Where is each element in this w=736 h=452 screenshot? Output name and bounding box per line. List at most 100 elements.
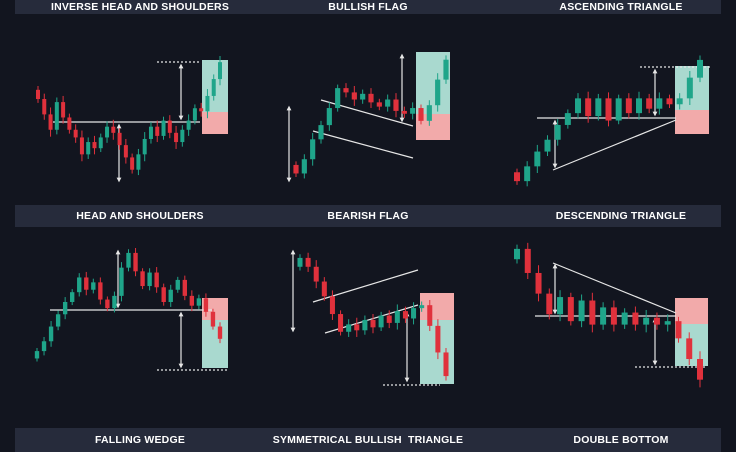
candle-body xyxy=(410,108,416,114)
candle xyxy=(105,121,110,143)
candle-body xyxy=(632,312,639,325)
candle xyxy=(305,252,311,272)
candle-body xyxy=(175,279,180,290)
candle-body xyxy=(385,99,391,107)
candle-body xyxy=(329,296,335,315)
candle xyxy=(55,310,61,331)
candle xyxy=(435,319,441,360)
candle xyxy=(112,291,117,313)
candle-body xyxy=(435,325,441,353)
candle-body xyxy=(161,287,166,302)
candle xyxy=(610,300,617,332)
candle xyxy=(73,124,78,143)
candle xyxy=(98,277,103,305)
candle xyxy=(98,133,103,153)
candle xyxy=(62,297,68,320)
candle xyxy=(161,283,166,306)
candle-body xyxy=(182,279,187,296)
candle-body xyxy=(610,307,617,325)
candle-body xyxy=(140,271,145,287)
candle-body xyxy=(189,295,195,306)
candle xyxy=(36,85,40,103)
candle xyxy=(595,93,602,121)
candle xyxy=(697,351,703,388)
candle-body xyxy=(435,79,441,106)
candle xyxy=(148,122,153,144)
stop-zone xyxy=(675,110,709,134)
candle-body xyxy=(636,98,642,114)
candle-body xyxy=(196,298,202,306)
candle xyxy=(443,55,449,84)
candle xyxy=(79,130,84,162)
candle-body xyxy=(119,267,124,296)
candle xyxy=(426,100,432,126)
candle xyxy=(386,310,392,329)
candle xyxy=(154,267,159,293)
candle xyxy=(686,71,693,105)
candle xyxy=(435,73,441,112)
candle-body xyxy=(41,341,47,352)
candle-body xyxy=(86,142,91,155)
candle-body xyxy=(615,98,622,121)
candle-body xyxy=(54,102,59,130)
candle xyxy=(196,294,202,310)
candle xyxy=(544,135,551,156)
candle xyxy=(427,300,433,332)
candle xyxy=(313,260,319,289)
label-descending-triangle: DESCENDING TRIANGLE xyxy=(555,210,687,222)
stop-zone xyxy=(202,112,228,134)
chart-descending-triangle xyxy=(514,242,708,388)
candle-body xyxy=(351,92,357,100)
candle xyxy=(174,125,179,149)
candle-body xyxy=(305,257,311,267)
title-band-row1 xyxy=(15,0,721,14)
candle xyxy=(360,89,366,104)
candle xyxy=(161,116,166,140)
candle-body xyxy=(42,99,47,115)
candle xyxy=(199,102,204,117)
candle xyxy=(646,93,653,114)
candle xyxy=(335,84,341,112)
candle xyxy=(578,294,585,328)
candle xyxy=(653,312,660,330)
candle xyxy=(401,106,407,118)
candle-body xyxy=(148,126,153,139)
candle xyxy=(410,102,416,120)
candle-body xyxy=(117,132,122,146)
candle-body xyxy=(546,293,553,315)
candle-body xyxy=(443,59,449,80)
candle xyxy=(142,132,147,162)
candle xyxy=(321,277,327,301)
rising-support-line xyxy=(552,119,677,171)
candle-body xyxy=(293,164,299,174)
label-falling-wedge: FALLING WEDGE xyxy=(94,434,186,446)
candle xyxy=(140,268,145,290)
candle-body xyxy=(48,114,53,130)
chart-head-and-shoulders xyxy=(34,248,228,371)
candle xyxy=(203,293,209,317)
candle-body xyxy=(343,88,349,93)
chart-bullish-flag xyxy=(286,52,450,183)
candle-body xyxy=(411,308,417,319)
candle-body xyxy=(427,305,433,326)
candle-body xyxy=(338,314,344,332)
candle-body xyxy=(575,98,581,114)
candle xyxy=(111,119,116,140)
candle xyxy=(411,302,417,325)
candle xyxy=(186,114,191,136)
candle xyxy=(351,86,357,106)
flag-upper-line xyxy=(312,269,419,303)
candle-body xyxy=(443,352,449,377)
candle xyxy=(119,262,124,302)
candle-body xyxy=(354,324,360,331)
candle-body xyxy=(79,137,84,155)
candle xyxy=(343,83,349,98)
candle-body xyxy=(62,302,68,315)
candle xyxy=(575,93,581,119)
candle-body xyxy=(301,159,307,174)
candle xyxy=(554,119,561,146)
stop-zone xyxy=(420,293,454,320)
candle-body xyxy=(394,311,400,323)
candle-body xyxy=(105,126,110,138)
